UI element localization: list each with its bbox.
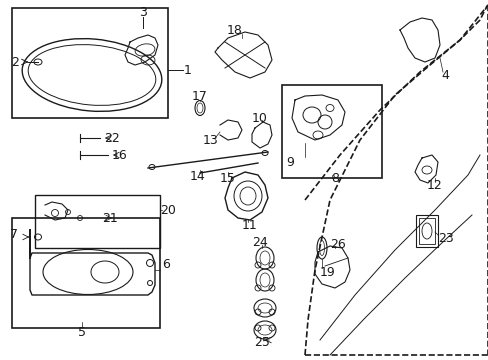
Bar [282,85,381,178]
Text: 16: 16 [112,149,127,162]
Text: 18: 18 [226,23,243,36]
Text: 20: 20 [160,203,176,216]
Text: 6: 6 [162,257,169,270]
Text: 1: 1 [183,63,192,77]
Text: 5: 5 [78,327,86,339]
Text: 24: 24 [252,235,267,248]
Bar [12,218,160,328]
Text: 26: 26 [329,238,345,251]
Text: 14: 14 [190,170,205,183]
Text: 10: 10 [251,112,267,125]
Text: 7: 7 [10,228,18,240]
Text: 22: 22 [104,131,120,144]
Text: 2: 2 [11,55,19,68]
Bar [35,195,160,248]
Text: 3: 3 [139,5,146,18]
Text: 4: 4 [440,68,448,81]
Text: 17: 17 [192,90,207,103]
Text: 11: 11 [242,219,257,231]
Text: 12: 12 [426,179,442,192]
Text: 25: 25 [254,336,269,348]
Text: 13: 13 [202,134,218,147]
Text: 21: 21 [102,212,118,225]
Bar [418,218,434,244]
Text: 19: 19 [320,266,335,279]
Bar [415,215,437,247]
Text: 15: 15 [220,171,235,185]
Bar [12,8,168,118]
Text: 23: 23 [437,231,453,244]
Text: 9: 9 [285,156,293,168]
Text: 8: 8 [330,171,338,185]
